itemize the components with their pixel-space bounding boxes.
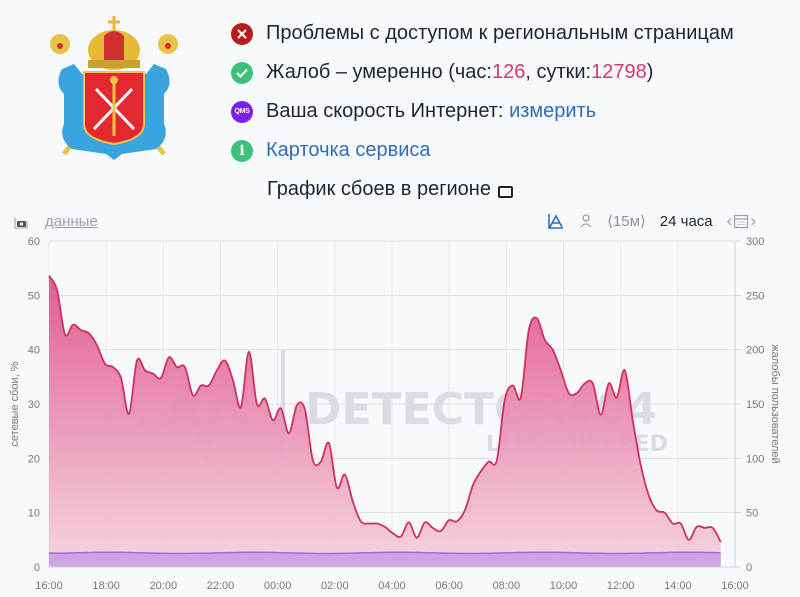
measure-speed-link[interactable]: измерить	[509, 100, 597, 122]
status-complaints: Жалоб – умеренно (час: 126, сутки: 12798…	[231, 53, 734, 92]
x-tick-label: 02:00	[321, 580, 349, 592]
status-list: Проблемы с доступом к региональным стран…	[231, 14, 734, 209]
complaints-suffix: )	[646, 61, 654, 83]
qms-icon: QMS	[231, 100, 253, 123]
x-tick-label: 18:00	[92, 580, 120, 592]
monitor-icon[interactable]	[497, 185, 513, 198]
check-icon	[231, 61, 253, 84]
error-icon	[231, 22, 253, 45]
right-tick-label: 250	[746, 290, 764, 302]
x-tick-label: 08:00	[493, 580, 521, 592]
complaints-prefix: Жалоб – умеренно (час:	[266, 61, 492, 83]
complaints-hour-value: 126	[491, 61, 526, 83]
user-icon[interactable]	[579, 213, 593, 229]
toolbar-controls: ⟨15м⟩ 24 часа ‹ ›	[533, 211, 756, 231]
access-problems-text: Проблемы с доступом к региональным стран…	[266, 22, 734, 44]
left-tick-label: 20	[28, 453, 40, 465]
left-tick-label: 0	[34, 562, 40, 574]
camera-icon[interactable]	[14, 215, 28, 229]
x-tick-label: 16:00	[721, 580, 749, 592]
network-failures-area	[49, 552, 721, 567]
left-tick-label: 40	[28, 345, 40, 357]
interval-selector[interactable]: ⟨15м⟩	[607, 213, 646, 230]
x-tick-label: 22:00	[207, 580, 235, 592]
x-tick-label: 14:00	[664, 580, 692, 592]
x-tick-label: 00:00	[264, 580, 292, 592]
right-axis-title: жалобы пользователей	[769, 344, 781, 463]
right-tick-label: 200	[746, 345, 764, 357]
prev-period-button[interactable]: ‹	[726, 211, 733, 230]
right-tick-label: 50	[746, 508, 758, 520]
status-internet-speed: QMS Ваша скорость Интернет: измерить	[231, 92, 734, 131]
x-tick-label: 06:00	[435, 580, 463, 592]
next-period-button[interactable]: ›	[750, 211, 756, 230]
right-tick-label: 0	[746, 562, 752, 574]
right-tick-label: 300	[746, 236, 764, 248]
status-access-problems: Проблемы с доступом к региональным стран…	[231, 14, 734, 53]
internet-speed-text: Ваша скорость Интернет:	[266, 100, 504, 122]
x-tick-label: 04:00	[378, 580, 406, 592]
right-tick-label: 150	[746, 399, 764, 411]
data-link[interactable]: данные	[45, 213, 98, 230]
right-tick-label: 100	[746, 453, 764, 465]
calendar-icon[interactable]	[733, 213, 749, 229]
outage-chart[interactable]: DETECTOR404 LLM POWERED 0102030405060050…	[0, 230, 800, 597]
chart-type-icon[interactable]	[547, 212, 565, 230]
left-tick-label: 60	[28, 236, 40, 248]
x-tick-label: 16:00	[35, 580, 63, 592]
x-tick-label: 20:00	[150, 580, 178, 592]
period-selector[interactable]: 24 часа	[659, 212, 713, 230]
complaints-line	[48, 275, 722, 543]
chart-axes: 0 10 20 30 40 50 60 0 50 100 150 200 250 300 16:00 18:0…	[28, 236, 765, 592]
left-tick-label: 30	[28, 399, 40, 411]
network-failures-line	[48, 551, 721, 555]
left-tick-label: 50	[28, 290, 40, 302]
graph-title-text: График сбоев в регионе	[267, 178, 491, 200]
status-service-card: i Карточка сервиса	[231, 131, 734, 170]
left-tick-label: 10	[28, 508, 40, 520]
service-card-link[interactable]: Карточка сервиса	[266, 139, 431, 161]
complaints-mid: , сутки:	[525, 61, 592, 83]
complaints-area	[49, 275, 721, 567]
info-icon: i	[231, 139, 253, 162]
chart-toolbar: данные ⟨15м⟩ 24 часа ‹ ›	[0, 208, 800, 236]
x-tick-label: 10:00	[550, 580, 578, 592]
left-axis-title: сетевые сбои, %	[9, 361, 21, 446]
coat-of-arms-emblem	[50, 16, 178, 160]
outage-graph-title: График сбоев в регионе	[231, 170, 734, 209]
complaints-day-value: 12798	[591, 61, 647, 83]
x-tick-label: 12:00	[607, 580, 635, 592]
